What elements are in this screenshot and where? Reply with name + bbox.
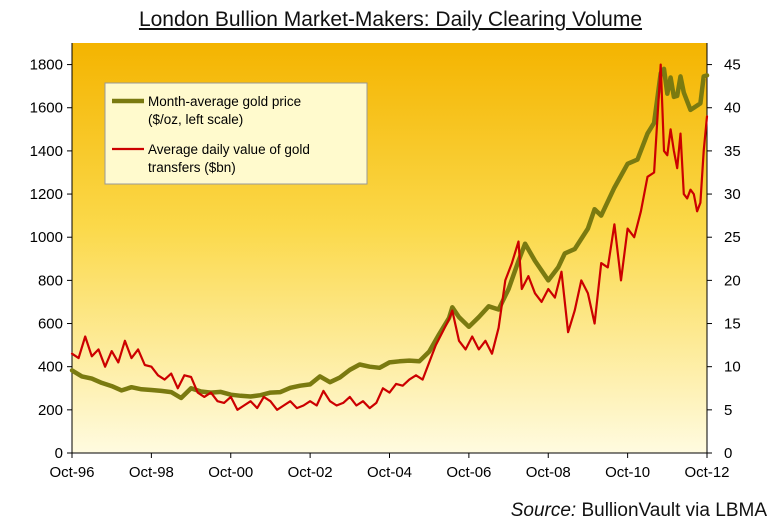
x-tick-label: Oct-96 <box>49 464 94 481</box>
right-tick-label: 35 <box>724 143 741 160</box>
left-tick-label: 600 <box>38 316 63 333</box>
right-tick-label: 30 <box>724 186 741 203</box>
legend-label-transfer-line2: transfers ($bn) <box>148 160 236 175</box>
x-tick-label: Oct-12 <box>684 464 729 481</box>
right-tick-label: 15 <box>724 316 741 333</box>
x-tick-label: Oct-10 <box>605 464 650 481</box>
legend-label-gold-price-line2: ($/oz, left scale) <box>148 112 243 127</box>
left-tick-label: 1400 <box>30 143 63 160</box>
right-tick-label: 0 <box>724 445 732 462</box>
x-tick-label: Oct-08 <box>526 464 571 481</box>
left-tick-label: 1800 <box>30 57 63 74</box>
transfer-value-line <box>70 63 709 411</box>
left-tick-label: 1600 <box>30 100 63 117</box>
ticks: 0 200 400 600 800 1000 1200 1400 1600 1800 0 5 10 15 2… <box>30 57 741 481</box>
series <box>69 63 710 411</box>
right-tick-label: 20 <box>724 272 741 289</box>
left-tick-label: 200 <box>38 402 63 419</box>
x-tick-label: Oct-00 <box>208 464 253 481</box>
source-note: Source: BullionVault via LBMA <box>511 500 767 522</box>
x-tick-label: Oct-98 <box>129 464 174 481</box>
legend-box <box>104 82 368 185</box>
left-tick-label: 400 <box>38 359 63 376</box>
left-tick-label: 0 <box>55 445 63 462</box>
right-tick-label: 10 <box>724 359 741 376</box>
right-tick-label: 45 <box>724 57 741 74</box>
x-tick-label: Oct-06 <box>446 464 491 481</box>
right-tick-label: 25 <box>724 229 741 246</box>
source-text: BullionVault via LBMA <box>581 500 767 521</box>
chart-title: London Bullion Market-Makers: Daily Clea… <box>138 8 643 31</box>
left-tick-label: 1200 <box>30 186 63 203</box>
legend: Month-average gold price ($/oz, left sca… <box>104 82 368 185</box>
x-tick-label: Oct-04 <box>367 464 412 481</box>
legend-label-gold-price-line1: Month-average gold price <box>148 94 301 109</box>
left-tick-label: 800 <box>38 272 63 289</box>
x-tick-label: Oct-02 <box>288 464 333 481</box>
legend-label-transfer-line1: Average daily value of gold <box>148 142 310 157</box>
right-tick-label: 5 <box>724 402 732 419</box>
right-tick-label: 40 <box>724 100 741 117</box>
source-label: Source: <box>510 500 577 521</box>
left-tick-label: 1000 <box>30 229 63 246</box>
